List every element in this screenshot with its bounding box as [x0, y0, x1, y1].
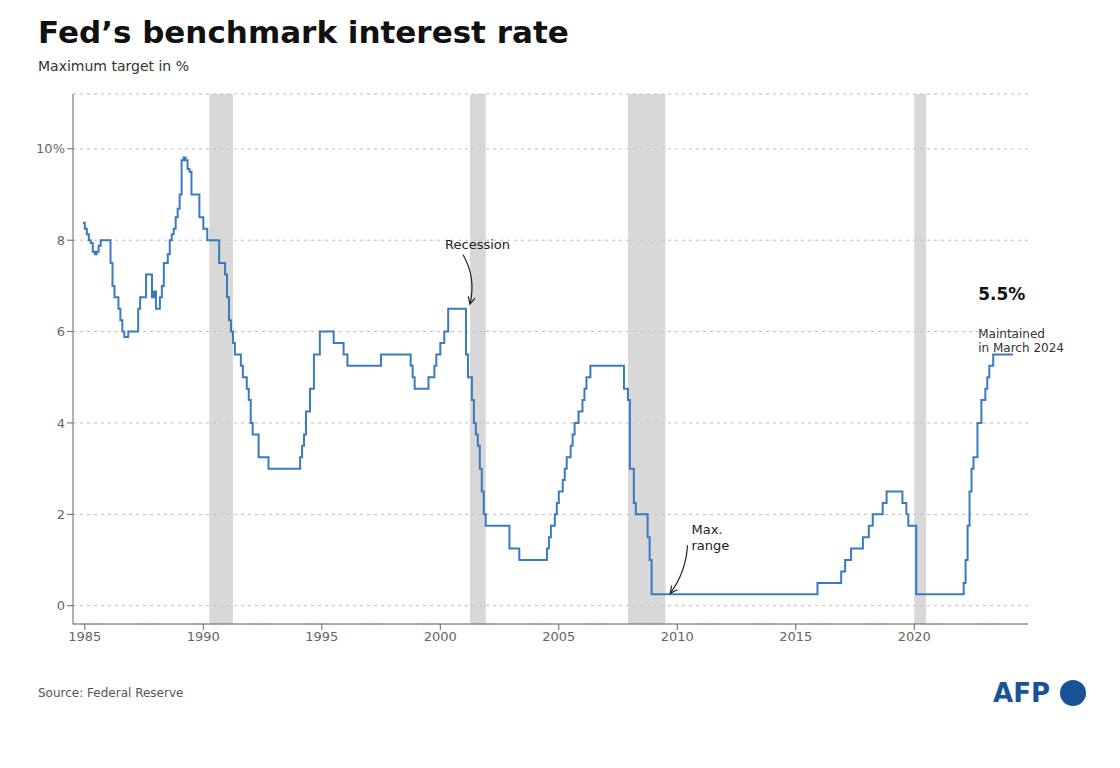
svg-text:1995: 1995 [305, 629, 338, 644]
svg-text:Max.range: Max.range [691, 522, 729, 553]
html-text:Source: Federal Reserve: Source: Federal Reserve [38, 686, 184, 700]
svg-text:2: 2 [57, 507, 65, 522]
svg-text:2020: 2020 [898, 629, 931, 644]
svg-text:2015: 2015 [779, 629, 812, 644]
html-text:Fed’s benchmark interest rate: Fed’s benchmark interest rate [38, 14, 569, 50]
svg-text:10%: 10% [36, 141, 65, 156]
svg-text:8: 8 [57, 233, 65, 248]
svg-text:Maintainedin March 2024: Maintainedin March 2024 [978, 327, 1064, 355]
html-text:Maximum target in %: Maximum target in % [38, 58, 189, 74]
svg-text:1990: 1990 [187, 629, 220, 644]
html-text:AFP: AFP [993, 678, 1050, 708]
svg-text:2005: 2005 [542, 629, 575, 644]
svg-text:2000: 2000 [424, 629, 457, 644]
svg-text:0: 0 [57, 598, 65, 613]
svg-text:6: 6 [57, 324, 65, 339]
svg-text:4: 4 [57, 416, 65, 431]
svg-text:2010: 2010 [661, 629, 694, 644]
svg-text:1985: 1985 [68, 629, 101, 644]
svg-text:Recession: Recession [445, 237, 510, 252]
svg-text:5.5%: 5.5% [978, 284, 1025, 304]
